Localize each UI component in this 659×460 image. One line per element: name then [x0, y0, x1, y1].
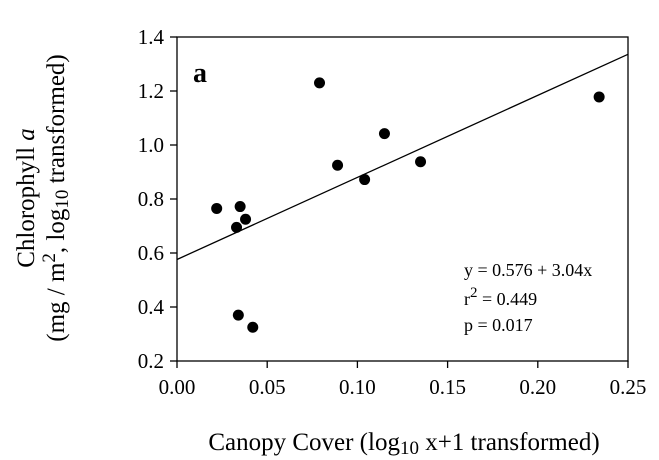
y-axis-title: Chlorophyll a (mg / m2, log10 transforme…	[13, 54, 73, 342]
regression-line	[176, 53, 629, 261]
x-axis-ticks: 0.00 0.05 0.10 0.15 0.20 0.25	[159, 361, 647, 399]
y-axis-title-line1-main: Chlorophyll	[13, 141, 40, 268]
y-tick-label: 1.2	[138, 79, 164, 103]
y-axis-title-line2-c: transformed)	[43, 54, 70, 189]
data-point	[211, 202, 223, 214]
y-tick-label: 1.4	[138, 25, 165, 49]
y-axis-title-line2-b: , log	[43, 208, 70, 253]
r-squared-sup: 2	[470, 285, 478, 301]
y-tick-label: 0.2	[138, 349, 164, 373]
data-point	[231, 221, 243, 233]
y-axis-title-line2: (mg / m2, log10 transformed)	[39, 54, 73, 342]
data-point	[378, 128, 390, 140]
y-axis-title-line2-a: (mg / m	[43, 262, 70, 342]
y-axis-title-line2-sub: 10	[52, 190, 73, 209]
x-tick-label: 0.25	[610, 375, 647, 399]
data-point	[593, 91, 605, 103]
x-tick-label: 0.05	[249, 375, 286, 399]
data-point	[415, 156, 427, 168]
x-axis-title-sub: 10	[400, 438, 419, 459]
x-tick-label: 0.20	[519, 375, 556, 399]
data-point	[232, 309, 244, 321]
r-squared-r: r	[464, 289, 470, 309]
data-point	[359, 174, 371, 186]
x-tick-label: 0.15	[429, 375, 466, 399]
x-tick-label: 0.10	[339, 375, 376, 399]
y-axis-title-line1-italic: a	[13, 128, 40, 141]
y-tick-label: 0.8	[138, 187, 164, 211]
plot-area	[176, 36, 629, 362]
data-point	[314, 77, 326, 89]
y-axis-title-line2-sup: 2	[39, 253, 60, 263]
y-tick-label: 0.6	[138, 241, 164, 265]
y-axis-ticks: 0.2 0.4 0.6 0.8 1.0 1.2 1.4	[138, 25, 177, 373]
data-points	[211, 77, 605, 333]
r-squared: r2 = 0.449	[464, 285, 537, 309]
x-axis-title: Canopy Cover (log10 x+1 transformed)	[208, 429, 599, 459]
panel-label: a	[193, 58, 207, 89]
x-axis-title-main: Canopy Cover (log	[208, 429, 400, 456]
y-axis-title-line1: Chlorophyll a	[13, 128, 40, 268]
data-point	[234, 201, 246, 213]
x-tick-label: 0.00	[159, 375, 196, 399]
x-axis-title-rest: x+1 transformed)	[419, 429, 600, 456]
data-point	[332, 159, 344, 171]
regression-equation: y = 0.576 + 3.04x	[464, 260, 592, 280]
p-value: p = 0.017	[464, 315, 533, 335]
y-tick-label: 1.0	[138, 133, 164, 157]
data-point	[247, 321, 259, 333]
data-point	[240, 213, 252, 225]
y-tick-label: 0.4	[138, 295, 165, 319]
r-squared-value: = 0.449	[478, 289, 538, 309]
